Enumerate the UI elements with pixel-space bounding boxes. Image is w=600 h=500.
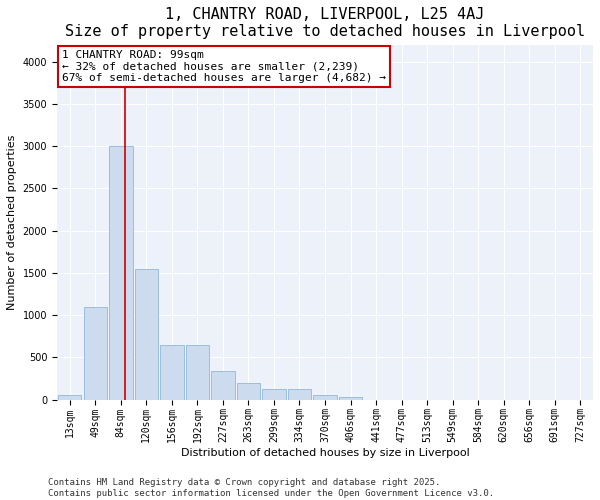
Title: 1, CHANTRY ROAD, LIVERPOOL, L25 4AJ
Size of property relative to detached houses: 1, CHANTRY ROAD, LIVERPOOL, L25 4AJ Size… [65,7,585,40]
Bar [58,395,82,400]
Bar [339,397,362,400]
Text: Contains HM Land Registry data © Crown copyright and database right 2025.
Contai: Contains HM Land Registry data © Crown c… [48,478,494,498]
Bar [160,344,184,400]
Bar [185,344,209,400]
Bar [83,306,107,400]
X-axis label: Distribution of detached houses by size in Liverpool: Distribution of detached houses by size … [181,448,469,458]
Bar [236,382,260,400]
Text: 1 CHANTRY ROAD: 99sqm
← 32% of detached houses are smaller (2,239)
67% of semi-d: 1 CHANTRY ROAD: 99sqm ← 32% of detached … [62,50,386,83]
Bar [109,146,133,400]
Bar [288,390,311,400]
Y-axis label: Number of detached properties: Number of detached properties [7,134,17,310]
Bar [313,395,337,400]
Bar [134,268,158,400]
Bar [211,371,235,400]
Bar [262,390,286,400]
